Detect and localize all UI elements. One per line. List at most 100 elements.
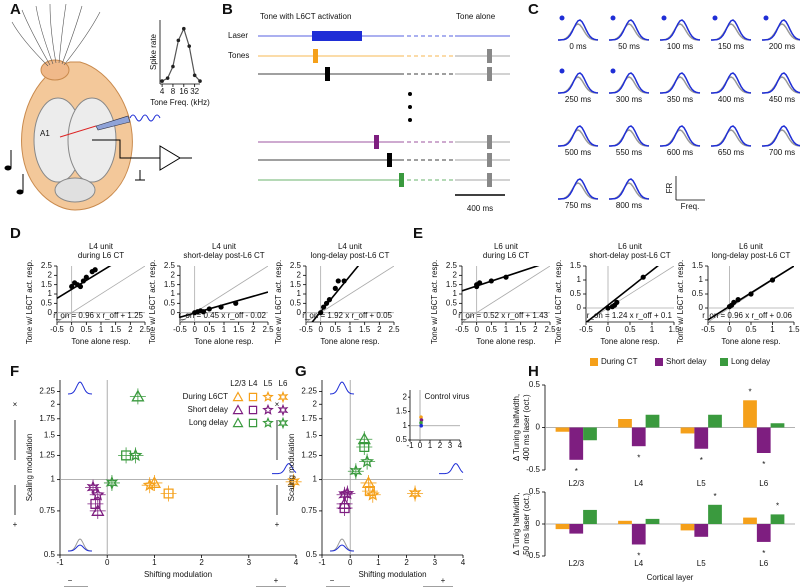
y-tick-label: 1 [297, 289, 302, 298]
fit-equation: r_on = 0.96 x r_off + 1.25 [53, 311, 143, 320]
y-tick-label: 2 [297, 270, 302, 279]
x-tick-label: 0.5 [624, 325, 636, 334]
delay-label: 0 ms [569, 42, 586, 51]
icon-curve [272, 463, 297, 475]
y-tick-label: 0.5 [306, 550, 318, 559]
x-tick-label: 0.5 [204, 325, 216, 334]
bar [756, 524, 771, 542]
y-tick-label: 0.5 [164, 298, 176, 307]
data-point [90, 498, 101, 509]
data-point [83, 274, 89, 280]
laser-dot [559, 15, 565, 21]
x-tick-label: 0 [348, 558, 353, 567]
y-tick-label: 1 [48, 289, 53, 298]
data-point [128, 448, 143, 462]
bar [645, 518, 660, 524]
data-point [349, 463, 363, 479]
x-tick-label: 4 [458, 441, 463, 450]
y-tick-label: 2.5 [41, 261, 53, 270]
bar [743, 517, 757, 524]
tuning-curve-laser [558, 19, 599, 41]
x-axis-label: Tone alone resp. [71, 337, 130, 346]
data-point [233, 300, 239, 306]
x-tick-label: 1 [152, 558, 157, 567]
data-point [92, 267, 98, 273]
y-tick-label: 2.5 [446, 261, 458, 270]
x-axis-label: Cortical layer [647, 573, 694, 582]
tuning-curve-laser [660, 72, 701, 94]
x-tick-label: 1 [770, 325, 775, 334]
tuning-curve-laser [558, 72, 599, 94]
bar [680, 427, 695, 434]
tuning-curve-laser [711, 125, 752, 147]
data-point [488, 278, 494, 284]
inset-point [419, 415, 423, 419]
y-tick-label: 1 [699, 275, 704, 284]
inset-point [419, 421, 423, 425]
laser-dot [661, 15, 667, 21]
bar [645, 414, 660, 428]
legend-marker [232, 417, 244, 428]
x-tick-label: 4 [160, 87, 165, 96]
x-tick-label: 3 [247, 558, 252, 567]
y-tick-label: 1.25 [39, 450, 55, 459]
x-tick-label: L4 [634, 559, 643, 568]
data-point [335, 278, 341, 284]
tuning-curve-laser [609, 72, 650, 94]
axis-sign: + [441, 576, 446, 585]
chart-title: during L6 CT [78, 251, 124, 260]
x-tick-label: 0.5 [330, 325, 342, 334]
delay-label: 50 ms [618, 42, 640, 51]
x-axis-label: Tone Freq. (kHz) [150, 98, 210, 107]
x-tick-label: 1.5 [359, 325, 371, 334]
significance: * [575, 467, 578, 476]
significance: * [762, 549, 765, 558]
icon-curve [68, 544, 92, 552]
significance: * [776, 502, 779, 511]
legend-swatch [655, 358, 663, 366]
x-tick-label: L5 [697, 479, 706, 488]
y-tick-label: 1.25 [301, 450, 317, 459]
y-tick-label: 0 [48, 308, 53, 317]
data-point [287, 474, 301, 490]
panel-letter: C [528, 1, 539, 18]
legend-label: Short delay [666, 357, 706, 366]
a1-arrow [59, 125, 97, 138]
tone-pip [487, 49, 492, 63]
b-row-label: Tones [228, 51, 249, 60]
x-tick-label: 1.5 [668, 325, 680, 334]
bar [680, 524, 695, 531]
tone-pip [487, 153, 492, 167]
legend-marker [277, 390, 289, 404]
ellipsis-dot [408, 92, 412, 96]
panel-letter: D [10, 225, 21, 242]
chart-title: long-delay post-L6 CT [311, 251, 390, 260]
x-tick-label: 0 [69, 325, 74, 334]
y-tick-label: 1.5 [306, 431, 318, 440]
x-tick-label: L4 [634, 479, 643, 488]
y-axis-label: 50 ms laser (oct.) [522, 493, 531, 555]
tone-pip [325, 67, 330, 81]
data-point [360, 454, 375, 468]
bar [631, 427, 646, 447]
y-axis-label: Tone w/ L6CT act. resp. [676, 260, 685, 344]
delay-label: 400 ms [718, 95, 744, 104]
delay-label: 100 ms [667, 42, 693, 51]
tuning-curve-laser [660, 19, 701, 41]
x-tick-label: L2/3 [568, 479, 584, 488]
tone-pip [313, 49, 318, 63]
x-axis-label: Tone alone resp. [194, 337, 253, 346]
y-tick-label: 0 [536, 423, 541, 432]
significance: * [748, 387, 751, 396]
y-tick-label: 0.5 [570, 289, 582, 298]
x-tick-label: 1 [428, 441, 433, 450]
y-tick-label: 0.5 [529, 380, 541, 389]
legend-marker [232, 404, 244, 415]
chart-title: long-delay post-L6 CT [712, 251, 791, 260]
x-tick-label: 0.5 [486, 325, 498, 334]
panel-letter: B [222, 1, 233, 18]
x-tick-label: 1 [504, 325, 509, 334]
x-tick-label: 2 [438, 441, 443, 450]
y-tick-label: 0 [297, 308, 302, 317]
x-tick-label: -0.5 [50, 325, 64, 334]
